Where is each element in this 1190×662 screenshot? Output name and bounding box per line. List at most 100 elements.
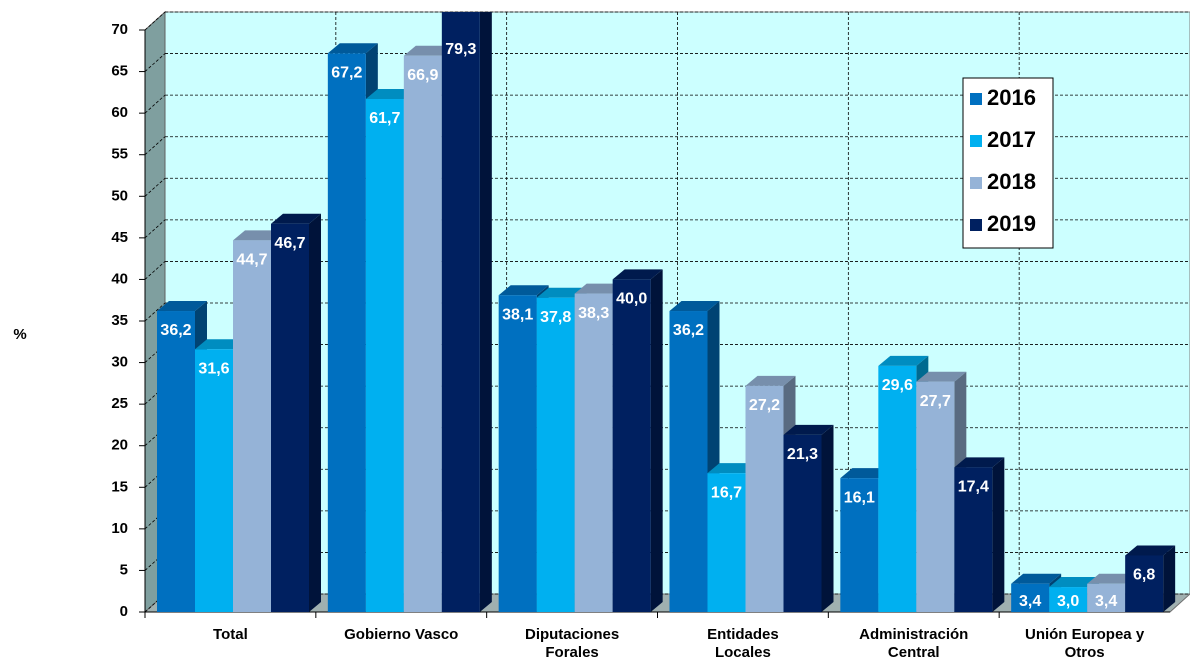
legend-swatch — [970, 219, 982, 231]
bar-top — [745, 375, 796, 386]
bar-side — [821, 424, 834, 612]
bar-front — [669, 311, 708, 612]
y-tick-label: 10 — [111, 520, 128, 537]
value-label: 3,4 — [1095, 593, 1117, 610]
bar-top — [1049, 577, 1100, 588]
bar-top — [1087, 573, 1138, 584]
value-label: 29,6 — [882, 377, 913, 394]
bar-side — [479, 12, 492, 612]
bar-front — [707, 473, 746, 612]
bar-front — [745, 385, 784, 612]
bar-top — [707, 463, 758, 474]
y-tick-label: 55 — [111, 146, 128, 163]
bar-front — [1011, 583, 1050, 612]
value-label: 44,7 — [236, 252, 267, 269]
legend-label: 2016 — [987, 85, 1036, 110]
value-label: 6,8 — [1133, 567, 1155, 584]
y-tick-label: 70 — [111, 21, 128, 38]
value-label: 17,4 — [958, 479, 989, 496]
value-label: 21,3 — [787, 446, 818, 463]
x-tick-label: Unión Europea y Otros — [1024, 626, 1145, 661]
value-label: 40,0 — [616, 291, 647, 308]
legend-label: 2019 — [987, 211, 1036, 236]
bar-top — [157, 301, 207, 312]
y-tick-label: 45 — [111, 229, 128, 246]
value-label: 31,6 — [198, 360, 229, 377]
bar-top — [1125, 545, 1176, 556]
bar-top — [536, 287, 587, 298]
legend-label: 2017 — [987, 127, 1036, 152]
bar-top — [1011, 573, 1062, 584]
value-label: 36,2 — [673, 322, 704, 339]
bar-front — [327, 53, 366, 612]
grid-line-side — [144, 177, 166, 197]
bar-top — [840, 468, 891, 479]
bar-front — [954, 467, 993, 612]
bars — [157, 12, 1176, 613]
grid-line-side — [144, 302, 166, 322]
x-tick-label: Administración Central — [859, 626, 969, 661]
bar-front — [1125, 555, 1164, 612]
x-tick-label: Diputaciones Forales — [524, 626, 620, 661]
value-label: 36,2 — [160, 322, 191, 339]
bar-side — [309, 213, 321, 613]
value-label: 38,3 — [578, 305, 609, 322]
value-label: 66,9 — [407, 67, 438, 84]
grid-line-side — [144, 261, 166, 280]
bar-side — [992, 457, 1005, 612]
value-label: 27,2 — [749, 397, 780, 414]
bar-front — [441, 12, 480, 613]
y-axis-label: % — [13, 326, 26, 343]
value-label: 3,4 — [1019, 593, 1041, 610]
value-label: 16,7 — [711, 484, 742, 501]
bar-top — [498, 285, 549, 296]
bar — [783, 424, 834, 612]
bar-front — [195, 349, 233, 612]
value-label: 46,7 — [274, 235, 305, 252]
bar-front — [1087, 583, 1126, 612]
y-tick-label: 0 — [120, 603, 128, 620]
bar-top — [612, 269, 663, 280]
bar-top — [574, 283, 625, 294]
y-tick-label: 30 — [111, 354, 128, 371]
legend-label: 2018 — [987, 169, 1036, 194]
y-tick-label: 60 — [111, 104, 128, 121]
bar-front — [783, 434, 822, 612]
bar — [441, 12, 492, 613]
bar-front — [271, 223, 309, 613]
value-label: 67,2 — [331, 64, 362, 81]
x-tick-label: Total — [213, 626, 248, 643]
bar-top — [327, 43, 378, 54]
y-tick-label: 40 — [111, 270, 128, 287]
grid-line-side — [144, 53, 166, 72]
value-label: 38,1 — [502, 306, 533, 323]
grid-line-side — [144, 94, 166, 114]
bar-front — [536, 297, 575, 612]
bar-front — [1049, 587, 1088, 612]
y-tick-label: 5 — [120, 561, 128, 578]
value-label: 79,3 — [445, 41, 476, 58]
x-tick-label: Entidades Locales — [707, 626, 779, 661]
bar-top — [365, 89, 416, 100]
bar — [271, 213, 321, 613]
bar-front — [916, 381, 955, 612]
y-tick-label: 20 — [111, 437, 128, 454]
bar-top — [271, 213, 321, 224]
bar-top — [233, 230, 283, 241]
bar-front — [612, 279, 651, 612]
bar-front — [403, 55, 442, 612]
legend-swatch — [970, 93, 982, 105]
bar-front — [878, 365, 917, 612]
bar-front — [840, 478, 879, 612]
y-tick-label: 25 — [111, 395, 128, 412]
bar-front — [365, 99, 404, 613]
bar — [612, 269, 663, 612]
x-tick-label: Gobierno Vasco — [344, 626, 459, 643]
grid-line-side — [144, 11, 166, 31]
bar-top — [954, 457, 1005, 468]
bar-front — [233, 240, 271, 612]
grid-line-side — [144, 219, 166, 239]
value-label: 3,0 — [1057, 593, 1079, 610]
